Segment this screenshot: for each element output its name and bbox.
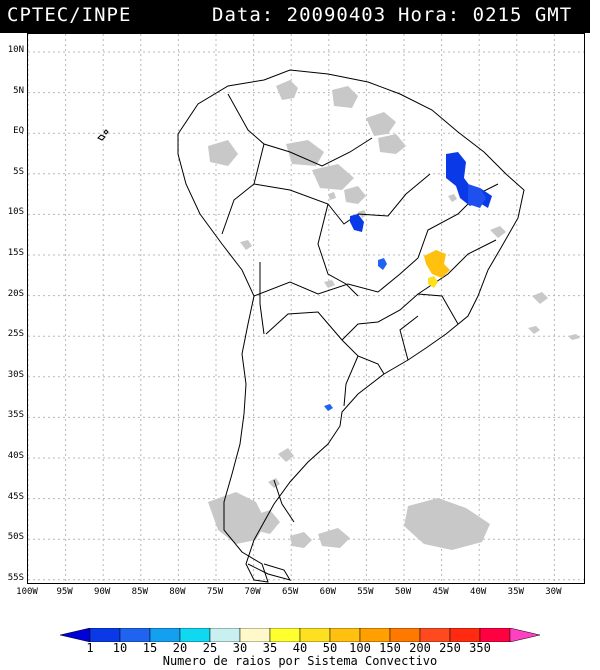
lon-label: 55W [357,587,374,597]
lon-label: 85W [131,587,148,597]
lat-label: 15S [7,248,24,258]
lon-label: 75W [206,587,224,597]
colorbar-tick-label: 15 [142,641,158,655]
lon-label: 45W [432,587,449,597]
lon-label: 90W [94,587,111,597]
time-text: Hora: 0215 GMT [398,4,573,26]
south-america-map [28,34,584,583]
lat-label: 10S [7,207,24,218]
map-frame [27,33,585,584]
colorbar-swatch [359,628,391,642]
colorbar-tick-label: 200 [409,641,431,655]
colorbar-swatch [479,628,511,642]
colorbar-swatch [89,628,121,642]
lat-label: 55S [7,572,24,583]
lightning-clusters [324,152,492,411]
lat-label: 25S [7,329,24,340]
colorbar-tick-label: 250 [439,641,461,655]
colorbar-swatch [179,628,211,642]
lat-label: 45S [7,491,24,502]
colorbar-swatch [149,628,181,642]
lat-label: 40S [7,451,24,461]
colorbar-swatch [449,628,481,642]
cloud-areas [208,80,580,550]
lon-label: 95W [56,587,73,597]
date-text: Data: 20090403 [212,4,387,26]
lon-label: 50W [394,587,412,597]
lon-label: 40W [470,587,487,597]
colorbar-tick-label: 150 [379,641,401,655]
colorbar [60,628,540,642]
colorbar-swatch [329,628,361,642]
colorbar-tick-label: 10 [112,641,128,655]
colorbar-tick-label: 30 [232,641,248,655]
colorbar-tick-label: 100 [349,641,371,655]
colorbar-swatch [269,628,301,642]
lat-label: 5S [13,166,24,177]
colorbar-tick-label: 35 [262,641,278,655]
map-gridlines [28,34,584,583]
colorbar-swatch [389,628,421,642]
map-header: CPTEC/INPE Data: 20090403 Hora: 0215 GMT [0,0,590,33]
lat-label: 5N [13,85,24,96]
colorbar-tick-label: 1 [86,641,94,655]
colorbar-swatch [239,628,271,642]
colorbar-swatch [509,628,540,642]
lon-label: 80W [169,587,186,597]
colorbar-swatch [299,628,331,642]
colorbar-tick-label: 40 [292,641,308,655]
lon-label: 30W [545,587,562,597]
colorbar-swatch [119,628,151,642]
colorbar-tick-label: 20 [172,641,188,655]
lat-label: EQ [13,126,24,137]
colorbar-tick-label: 50 [322,641,338,655]
lat-label: 10N [7,45,24,55]
colorbar-tick-label: 25 [202,641,218,655]
lon-label: 70W [244,587,261,597]
colorbar-swatch [209,628,241,642]
lat-label: 20S [7,288,24,299]
lon-label: 35W [507,587,524,597]
lat-label: 35S [7,410,24,421]
colorbar-title: Numero de raios por Sistema Convectivo [162,654,438,668]
colorbar-swatch [60,628,91,642]
lon-label: 60W [319,587,336,597]
lon-label: 65W [282,587,299,597]
lon-label: 100W [16,587,38,597]
lat-label: 30S [7,369,24,380]
source-title: CPTEC/INPE [7,4,132,26]
lat-label: 50S [7,532,24,543]
colorbar-swatch [419,628,451,642]
colorbar-tick-label: 350 [469,641,491,655]
